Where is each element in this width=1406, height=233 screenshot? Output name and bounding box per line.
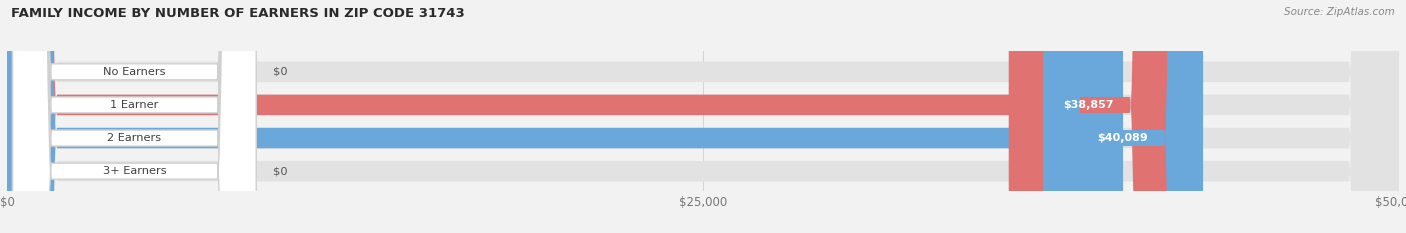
Text: $0: $0 (273, 67, 287, 77)
FancyBboxPatch shape (13, 0, 256, 233)
FancyBboxPatch shape (1043, 0, 1204, 233)
FancyBboxPatch shape (7, 0, 1399, 233)
FancyBboxPatch shape (7, 0, 1088, 233)
FancyBboxPatch shape (13, 0, 256, 233)
FancyBboxPatch shape (7, 0, 1399, 233)
FancyBboxPatch shape (7, 0, 1399, 233)
Text: 2 Earners: 2 Earners (107, 133, 162, 143)
Text: FAMILY INCOME BY NUMBER OF EARNERS IN ZIP CODE 31743: FAMILY INCOME BY NUMBER OF EARNERS IN ZI… (11, 7, 465, 20)
Text: Source: ZipAtlas.com: Source: ZipAtlas.com (1284, 7, 1395, 17)
Text: 3+ Earners: 3+ Earners (103, 166, 166, 176)
FancyBboxPatch shape (1008, 0, 1168, 233)
Text: 1 Earner: 1 Earner (110, 100, 159, 110)
Text: $38,857: $38,857 (1063, 100, 1114, 110)
FancyBboxPatch shape (7, 0, 1123, 233)
Text: $40,089: $40,089 (1098, 133, 1149, 143)
Text: $0: $0 (273, 166, 287, 176)
FancyBboxPatch shape (7, 0, 1399, 233)
FancyBboxPatch shape (13, 0, 256, 233)
Text: No Earners: No Earners (103, 67, 166, 77)
FancyBboxPatch shape (13, 0, 256, 233)
